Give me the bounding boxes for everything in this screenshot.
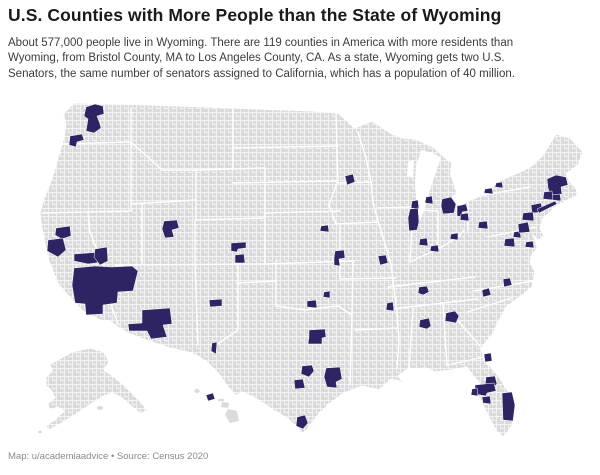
county-minneapolis: Minneapolis (Hennepin)	[344, 173, 356, 186]
county-fort-myers: Fort Myers (Lee)	[481, 395, 492, 405]
county-el-paso: El Paso	[210, 341, 218, 355]
county-long-island: Long Island (Nassau/Suffolk)	[536, 200, 558, 214]
county-salt-lake: Salt Lake / Utah County	[161, 219, 180, 239]
county-grand-rapids: Grand Rapids (Kent)	[424, 195, 434, 205]
county-boston: Greater Boston / Worcester	[546, 174, 569, 197]
county-denver: Denver metro	[230, 241, 247, 253]
lake-michigan	[415, 150, 441, 221]
county-phoenix-tucson: Phoenix (Maricopa) / Tucson (Pima)	[127, 307, 173, 340]
green-bay	[407, 160, 414, 178]
county-buffalo: Buffalo (Erie)	[483, 187, 494, 195]
county-san-antonio: San Antonio (Bexar)	[293, 378, 306, 390]
county-colorado-springs: Colorado Springs (El Paso CO)	[234, 253, 246, 264]
county-honolulu: Honolulu (Oahu)	[205, 392, 216, 402]
hawaii-inset	[194, 388, 239, 423]
kauai-island	[194, 388, 200, 394]
county-albuquerque: Albuquerque (Bernalillo)	[208, 298, 223, 308]
county-tulsa: Tulsa	[322, 290, 331, 299]
county-austin: Austin (Travis)	[300, 364, 315, 378]
page-title: U.S. Counties with More People than the …	[8, 5, 502, 25]
county-nashville: Nashville (Davidson)	[417, 285, 430, 296]
county-connecticut: Fairfield / New Haven / Hartford	[542, 190, 554, 201]
county-providence: Providence / Bristol MA	[551, 193, 562, 202]
subtitle-line-1: About 577,000 people live in Wyoming. Th…	[8, 37, 514, 49]
county-jacksonville: Jacksonville (Duval)	[483, 352, 493, 363]
county-indianapolis: Indianapolis (Marion)	[418, 237, 429, 247]
county-raleigh: Raleigh (Wake)	[502, 277, 513, 288]
county-cleveland: Cleveland–Akron (Cuyahoga/Summit)	[456, 203, 469, 218]
county-socal: Los Angeles / Inland Empire / Orange / S…	[71, 265, 139, 316]
subtitle-line-3: Senators, the same number of senators as…	[8, 67, 515, 80]
kodiak-island	[97, 406, 103, 410]
aleutian-island	[37, 430, 43, 434]
county-chicago: Chicago (Cook/DuPage/Lake/Will)	[407, 207, 420, 232]
county-north-jersey: North Jersey (Bergen/Essex/Hudson/Middle…	[521, 211, 535, 222]
county-rio-grande-valley: McAllen (Hidalgo)	[295, 414, 309, 430]
county-charlotte: Charlotte (Mecklenburg)	[481, 287, 492, 298]
county-philadelphia: Philadelphia area	[517, 221, 531, 234]
county-las-vegas: Las Vegas (Clark)	[93, 246, 109, 266]
alaska-county-texture	[46, 348, 147, 430]
county-atlanta: Atlanta (Fulton/Gwinnett/Cobb/DeKalb)	[444, 310, 460, 324]
county-birmingham: Birmingham (Jefferson AL)	[418, 317, 432, 330]
county-kansas-city: Kansas City (Johnson/Jackson)	[333, 249, 346, 267]
county-pittsburgh: Pittsburgh (Allegheny)	[477, 220, 489, 230]
alaska-inset	[37, 347, 148, 434]
lake-huron	[450, 158, 474, 192]
county-south-florida: Palm Beach / Broward / Miami-Dade	[501, 391, 516, 422]
subtitle: About 577,000 people live in Wyoming. Th…	[8, 36, 596, 82]
county-omaha: Omaha (Douglas)	[319, 224, 330, 233]
county-memphis: Memphis (Shelby)	[385, 301, 395, 312]
county-sacramento: Sacramento	[54, 225, 72, 240]
county-oklahoma-city: Oklahoma City	[306, 299, 318, 309]
county-cincinnati: Cincinnati (Hamilton)	[449, 232, 459, 241]
county-hampton-roads: Virginia Beach / Norfolk	[524, 240, 535, 249]
highlighted-counties: Seattle–Tacoma (King/Pierce/Snohomish)Po…	[46, 103, 569, 430]
county-washington-dc: Washington DC area (Fairfax/Montgomery/P…	[503, 237, 516, 248]
big-island	[225, 409, 239, 423]
county-rochester: Rochester (Monroe)	[494, 181, 504, 189]
molokai-island	[218, 399, 224, 402]
county-bay-area: San Francisco Bay Area	[46, 237, 67, 258]
county-columbus: Columbus (Franklin)	[459, 212, 470, 222]
county-seattle: Seattle–Tacoma (King/Pierce/Snohomish)	[83, 103, 105, 134]
attribution: Map: u/academiaadvice • Source: Census 2…	[8, 451, 209, 462]
county-houston: Houston (Harris/Fort Bend/Montgomery)	[323, 366, 343, 389]
county-st-louis: St. Louis	[377, 254, 389, 266]
great-lakes	[407, 150, 474, 221]
county-pinellas: St. Petersburg (Pinellas)	[470, 387, 479, 397]
subtitle-line-2: Wyoming, from Bristol County, MA to Los …	[8, 52, 505, 65]
maui-island	[221, 402, 229, 408]
county-milwaukee: Milwaukee	[410, 199, 420, 210]
county-louisville: Louisville (Jefferson KY)	[429, 244, 440, 253]
county-portland: Portland (Multnomah/Washington/Clackamas…	[68, 133, 85, 148]
county-detroit: Detroit (Wayne/Oakland/Macomb)	[440, 196, 457, 215]
county-dallas-fort-worth: Dallas–Fort Worth (Dallas/Tarrant/Collin…	[307, 328, 327, 345]
